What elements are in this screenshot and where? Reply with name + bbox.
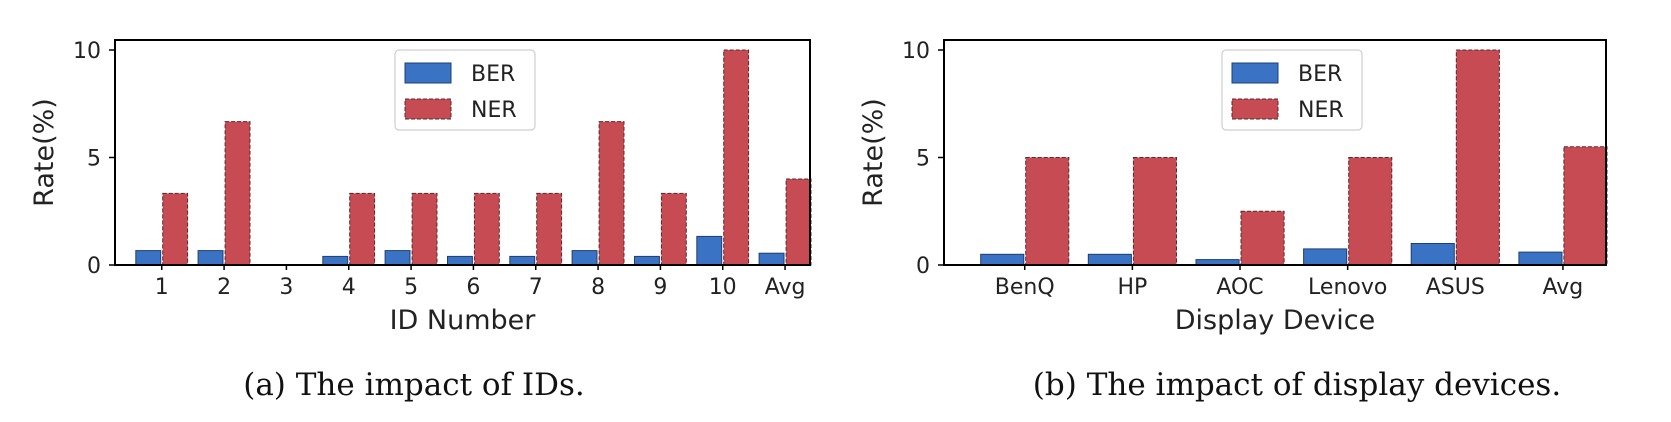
bar-ner-7 bbox=[536, 192, 563, 266]
x-axis-label: ID Number bbox=[390, 305, 537, 336]
legend-swatch-ber bbox=[404, 62, 452, 84]
bar-ber-10 bbox=[696, 235, 723, 266]
caption-tag: (b) bbox=[1033, 367, 1087, 403]
x-tick-label: Avg bbox=[765, 275, 806, 300]
bar-ber-1 bbox=[135, 250, 162, 266]
bar-ner-2 bbox=[224, 121, 251, 266]
x-tick-label: 10 bbox=[709, 275, 737, 300]
bar-ber-avg bbox=[758, 252, 785, 266]
y-tick-label: 0 bbox=[87, 254, 101, 279]
y-tick-label: 5 bbox=[916, 147, 930, 172]
x-tick-label: 9 bbox=[653, 275, 667, 300]
legend-swatch-ner bbox=[404, 98, 452, 120]
bar-ber-5 bbox=[384, 250, 411, 266]
caption: (b) The impact of display devices. bbox=[1033, 367, 1561, 403]
x-tick-label: AOC bbox=[1216, 275, 1263, 300]
bar-ber-avg bbox=[1518, 251, 1563, 266]
x-tick-label: 5 bbox=[404, 275, 418, 300]
bar-ner-9 bbox=[660, 192, 687, 266]
plot-frame bbox=[114, 39, 811, 266]
chart-b: BenQ HP AOC Lenovo ASUS Avg 0 5 10 Display Device… bbox=[858, 39, 1608, 403]
bar-ner-4 bbox=[349, 192, 376, 266]
legend: BER NER bbox=[1221, 49, 1363, 131]
bar-ner-1 bbox=[162, 192, 189, 266]
y-axis-label: Rate(%) bbox=[29, 98, 60, 207]
bar-ber-hp bbox=[1087, 253, 1132, 266]
x-tick-label: ASUS bbox=[1426, 275, 1485, 300]
bar-ber-6 bbox=[447, 255, 473, 266]
bar-ber-2 bbox=[197, 250, 224, 266]
caption-text: The impact of display devices. bbox=[1087, 367, 1562, 403]
bar-ner-5 bbox=[411, 192, 438, 266]
caption-text: The impact of IDs. bbox=[296, 367, 585, 403]
legend-label-ber: BER bbox=[471, 62, 515, 87]
bar-ber-9 bbox=[634, 255, 660, 266]
bar-ner-6 bbox=[473, 192, 500, 266]
x-axis-label: Display Device bbox=[1175, 305, 1375, 336]
caption: (a) The impact of IDs. bbox=[243, 367, 585, 403]
legend-label-ber: BER bbox=[1298, 62, 1342, 87]
legend-label-ner: NER bbox=[471, 98, 517, 123]
x-tick-label: HP bbox=[1117, 275, 1147, 300]
x-tick-label: 6 bbox=[466, 275, 480, 300]
legend-swatch-ner bbox=[1231, 98, 1279, 120]
y-tick-label: 10 bbox=[902, 39, 930, 64]
x-tick-label: BenQ bbox=[995, 275, 1055, 300]
bar-ner-avg bbox=[1563, 146, 1608, 266]
caption-tag: (a) bbox=[243, 367, 296, 403]
chart-a: 1 2 3 4 5 6 7 8 9 10 Avg 0 5 10 ID Number Rate(%) BER NER… bbox=[29, 39, 812, 403]
x-tick-label: Lenovo bbox=[1308, 275, 1387, 300]
bar-ber-asus bbox=[1410, 243, 1455, 266]
plot-frame bbox=[943, 39, 1607, 266]
bar-ner-benq bbox=[1025, 157, 1070, 266]
y-tick-label: 10 bbox=[73, 39, 101, 64]
bar-ner-hp bbox=[1132, 157, 1178, 266]
legend: BER NER bbox=[394, 49, 536, 131]
y-tick-label: 0 bbox=[916, 254, 930, 279]
y-axis-label: Rate(%) bbox=[858, 98, 889, 207]
y-tick-label: 5 bbox=[87, 147, 101, 172]
legend-swatch-ber bbox=[1231, 62, 1279, 84]
x-tick-label: 4 bbox=[342, 275, 356, 300]
bar-ber-benq bbox=[980, 253, 1025, 266]
x-tick-label: Avg bbox=[1543, 275, 1584, 300]
bar-ner-aoc bbox=[1240, 210, 1285, 266]
bar-ber-7 bbox=[509, 255, 536, 266]
bar-ber-lenovo bbox=[1303, 248, 1348, 266]
bar-ner-avg bbox=[785, 178, 812, 266]
bar-ner-lenovo bbox=[1348, 157, 1393, 266]
bar-ber-4 bbox=[322, 255, 349, 266]
x-tick-label: 2 bbox=[217, 275, 231, 300]
x-tick-label: 8 bbox=[591, 275, 605, 300]
bar-ner-10 bbox=[723, 49, 750, 266]
bar-ner-8 bbox=[598, 121, 625, 266]
legend-label-ner: NER bbox=[1298, 98, 1344, 123]
bar-ber-8 bbox=[571, 250, 598, 266]
bar-ner-asus bbox=[1455, 49, 1500, 266]
x-tick-label: 3 bbox=[279, 275, 293, 300]
x-tick-label: 1 bbox=[155, 275, 169, 300]
x-tick-label: 7 bbox=[529, 275, 543, 300]
